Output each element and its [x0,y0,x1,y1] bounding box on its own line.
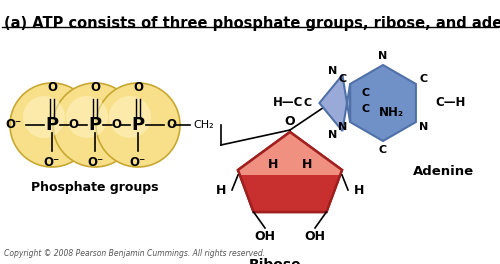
Text: H: H [302,158,312,172]
Text: H: H [216,183,226,196]
Text: N: N [328,130,337,140]
Text: O: O [166,119,176,131]
Circle shape [23,96,65,138]
Text: C: C [379,145,387,155]
Text: Copyright © 2008 Pearson Benjamin Cummings. All rights reserved.: Copyright © 2008 Pearson Benjamin Cummin… [4,249,265,258]
Circle shape [96,83,180,167]
Text: N: N [338,121,347,131]
Text: Adenine: Adenine [413,165,474,178]
Polygon shape [238,132,342,175]
Text: O⁻: O⁻ [130,156,146,169]
Text: Ribose: Ribose [248,258,302,264]
Text: C: C [338,74,346,84]
Text: H: H [354,183,364,196]
Polygon shape [320,75,350,131]
Text: OH: OH [304,230,326,243]
Text: N: N [419,121,428,131]
Text: (a) ATP consists of three phosphate groups, ribose, and adenine.: (a) ATP consists of three phosphate grou… [4,16,500,31]
Text: H: H [268,158,278,172]
Polygon shape [238,170,342,212]
Text: N: N [378,51,388,61]
Text: NH₂: NH₂ [378,106,404,119]
Text: P: P [46,116,59,134]
Text: C: C [362,88,370,98]
Polygon shape [350,65,416,141]
Text: O: O [111,119,121,131]
Text: Phosphate groups: Phosphate groups [31,181,159,194]
Text: C: C [362,104,370,114]
Text: P: P [88,116,102,134]
Circle shape [53,83,137,167]
Circle shape [66,96,108,138]
Text: OH: OH [254,230,276,243]
Polygon shape [238,132,342,212]
Text: O: O [90,81,100,94]
Text: CH₂: CH₂ [193,120,214,130]
Text: P: P [132,116,144,134]
Text: O⁻: O⁻ [87,156,103,169]
Text: O⁻: O⁻ [44,156,60,169]
Circle shape [109,96,151,138]
Text: O: O [47,81,57,94]
Circle shape [10,83,94,167]
Text: O: O [68,119,78,131]
Text: C: C [420,74,428,84]
Text: H—C: H—C [273,97,304,110]
Text: O: O [284,115,296,128]
Text: N: N [328,66,337,76]
Text: C—H: C—H [435,97,466,110]
Text: O⁻: O⁻ [6,119,22,131]
Text: O: O [133,81,143,94]
Text: C: C [304,98,312,108]
